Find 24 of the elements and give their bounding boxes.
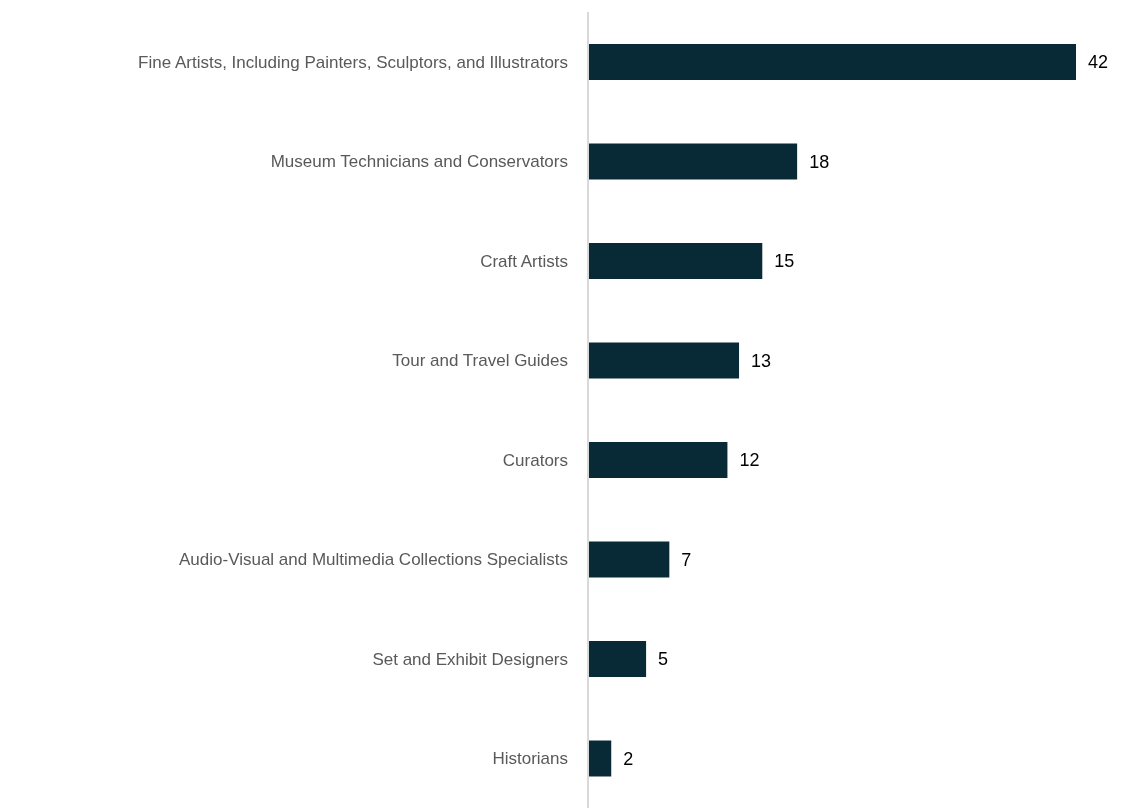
y-tick-label: Tour and Travel Guides xyxy=(392,351,568,371)
bar xyxy=(588,342,740,379)
y-tick-label: Museum Technicians and Conservators xyxy=(270,152,568,172)
y-tick-label: Historians xyxy=(492,749,568,769)
bar xyxy=(588,143,798,180)
bar xyxy=(588,44,1076,80)
data-label: 5 xyxy=(658,649,669,670)
y-tick-label: Craft Artists xyxy=(480,251,568,271)
data-label: 15 xyxy=(774,251,795,272)
y-tick-label: Fine Artists, Including Painters, Sculptors, and Illustrators xyxy=(138,52,568,72)
data-label: 18 xyxy=(809,151,830,172)
bar xyxy=(588,541,670,578)
y-tick-label: Audio-Visual and Multimedia Collections Specialists xyxy=(179,550,568,570)
data-label: 2 xyxy=(623,748,634,769)
bar xyxy=(588,442,728,478)
y-tick-label: Set and Exhibit Designers xyxy=(372,649,568,669)
data-label: 7 xyxy=(681,549,692,570)
bar xyxy=(588,243,763,279)
bar xyxy=(588,740,612,777)
data-label: 13 xyxy=(751,350,772,371)
bar xyxy=(588,641,647,677)
data-label: 42 xyxy=(1088,52,1109,73)
y-tick-label: Curators xyxy=(502,450,568,470)
data-label: 12 xyxy=(739,450,760,471)
